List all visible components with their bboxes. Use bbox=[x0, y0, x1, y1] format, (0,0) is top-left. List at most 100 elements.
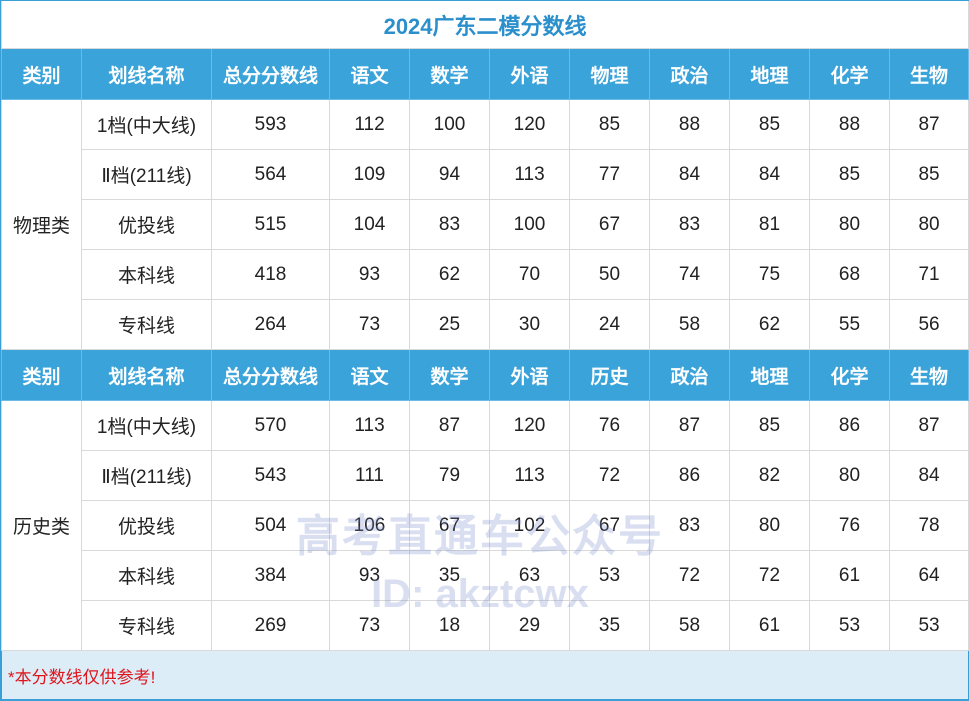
header-cell: 语文 bbox=[329, 349, 410, 401]
score-cell: 30 bbox=[489, 299, 570, 350]
score-cell: 76 bbox=[809, 500, 890, 551]
score-cell: 68 bbox=[809, 249, 890, 300]
data-row: 专科线 269 73 18 29 35 58 61 53 53 bbox=[2, 600, 969, 651]
score-cell: 85 bbox=[809, 149, 890, 200]
score-cell: 73 bbox=[329, 299, 410, 350]
score-cell: 264 bbox=[211, 299, 330, 350]
header-cell: 语文 bbox=[329, 48, 410, 100]
score-cell: 80 bbox=[888, 199, 969, 250]
score-cell: 87 bbox=[409, 400, 490, 451]
score-cell: 82 bbox=[729, 450, 810, 501]
score-cell: 84 bbox=[649, 149, 730, 200]
data-row: 物理类 1档(中大线) 593 112 100 120 85 88 85 88 87 bbox=[1, 99, 969, 350]
score-cell: 94 bbox=[409, 149, 490, 200]
score-cell: 111 bbox=[329, 450, 410, 501]
score-cell: 56 bbox=[888, 299, 969, 350]
score-cell: 55 bbox=[809, 299, 890, 350]
score-cell: 515 bbox=[211, 199, 330, 250]
score-cell: 73 bbox=[329, 600, 410, 651]
score-cell: 85 bbox=[729, 400, 810, 451]
score-cell: 76 bbox=[569, 400, 650, 451]
line-name-cell: 优投线 bbox=[81, 199, 212, 250]
score-cell: 593 bbox=[211, 99, 330, 150]
header-cell: 外语 bbox=[489, 48, 570, 100]
score-cell: 269 bbox=[211, 600, 330, 651]
score-cell: 85 bbox=[888, 149, 969, 200]
score-cell: 75 bbox=[729, 249, 810, 300]
footnote: *本分数线仅供参考! bbox=[0, 650, 969, 700]
header-row: 类别 划线名称 总分分数线 语文 数学 外语 物理 政治 地理 化学 生物 bbox=[1, 48, 969, 100]
score-cell: 72 bbox=[649, 550, 730, 601]
score-cell: 87 bbox=[888, 400, 969, 451]
score-cell: 120 bbox=[489, 400, 570, 451]
header-cell: 数学 bbox=[409, 349, 490, 401]
score-cell: 86 bbox=[809, 400, 890, 451]
header-cell: 总分分数线 bbox=[211, 48, 330, 100]
score-cell: 85 bbox=[729, 99, 810, 150]
score-cell: 72 bbox=[729, 550, 810, 601]
header-cell: 地理 bbox=[729, 349, 810, 401]
data-row: Ⅱ档(211线) 564 109 94 113 77 84 84 85 85 bbox=[2, 149, 969, 200]
score-cell: 85 bbox=[569, 99, 650, 150]
score-cell: 86 bbox=[649, 450, 730, 501]
score-cell: 543 bbox=[211, 450, 330, 501]
header-cell: 地理 bbox=[729, 48, 810, 100]
score-cell: 564 bbox=[211, 149, 330, 200]
score-cell: 78 bbox=[888, 500, 969, 551]
score-cell: 24 bbox=[569, 299, 650, 350]
header-cell: 类别 bbox=[1, 48, 82, 100]
score-cell: 74 bbox=[649, 249, 730, 300]
score-cell: 50 bbox=[569, 249, 650, 300]
header-cell: 划线名称 bbox=[81, 48, 212, 100]
score-cell: 93 bbox=[329, 550, 410, 601]
score-cell: 87 bbox=[649, 400, 730, 451]
score-cell: 80 bbox=[809, 450, 890, 501]
score-cell: 80 bbox=[809, 199, 890, 250]
score-cell: 93 bbox=[329, 249, 410, 300]
score-cell: 570 bbox=[211, 400, 330, 451]
score-cell: 67 bbox=[409, 500, 490, 551]
score-cell: 53 bbox=[809, 600, 890, 651]
header-cell: 总分分数线 bbox=[211, 349, 330, 401]
header-cell: 生物 bbox=[888, 349, 969, 401]
data-row: 优投线 504 106 67 102 67 83 80 76 78 bbox=[2, 500, 969, 551]
score-cell: 100 bbox=[489, 199, 570, 250]
score-cell: 62 bbox=[729, 299, 810, 350]
header-cell: 外语 bbox=[489, 349, 570, 401]
data-row: 专科线 264 73 25 30 24 58 62 55 56 bbox=[2, 299, 969, 350]
score-cell: 113 bbox=[329, 400, 410, 451]
header-cell: 政治 bbox=[649, 48, 730, 100]
header-cell: 历史 bbox=[569, 349, 650, 401]
line-name-cell: 专科线 bbox=[81, 299, 212, 350]
score-cell: 61 bbox=[809, 550, 890, 601]
score-cell: 63 bbox=[489, 550, 570, 601]
category-cell: 物理类 bbox=[1, 99, 82, 350]
header-cell: 化学 bbox=[809, 349, 890, 401]
line-name-cell: Ⅱ档(211线) bbox=[81, 450, 212, 501]
score-cell: 104 bbox=[329, 199, 410, 250]
score-cell: 83 bbox=[649, 199, 730, 250]
line-name-cell: Ⅱ档(211线) bbox=[81, 149, 212, 200]
header-row: 类别 划线名称 总分分数线 语文 数学 外语 历史 政治 地理 化学 生物 bbox=[1, 349, 969, 401]
line-name-cell: 本科线 bbox=[81, 550, 212, 601]
score-cell: 62 bbox=[409, 249, 490, 300]
score-cell: 109 bbox=[329, 149, 410, 200]
score-cell: 83 bbox=[409, 199, 490, 250]
category-cell: 历史类 bbox=[1, 400, 82, 651]
line-name-cell: 专科线 bbox=[81, 600, 212, 651]
header-cell: 化学 bbox=[809, 48, 890, 100]
score-cell: 67 bbox=[569, 500, 650, 551]
data-row: Ⅱ档(211线) 543 111 79 113 72 86 82 80 84 bbox=[2, 450, 969, 501]
score-cell: 71 bbox=[888, 249, 969, 300]
data-row: 本科线 418 93 62 70 50 74 75 68 71 bbox=[2, 249, 969, 300]
line-name-cell: 优投线 bbox=[81, 500, 212, 551]
data-row: 历史类 1档(中大线) 570 113 87 120 76 87 85 86 87 bbox=[1, 400, 969, 651]
score-cell: 70 bbox=[489, 249, 570, 300]
score-cell: 504 bbox=[211, 500, 330, 551]
score-cell: 64 bbox=[888, 550, 969, 601]
header-cell: 数学 bbox=[409, 48, 490, 100]
header-cell: 生物 bbox=[888, 48, 969, 100]
